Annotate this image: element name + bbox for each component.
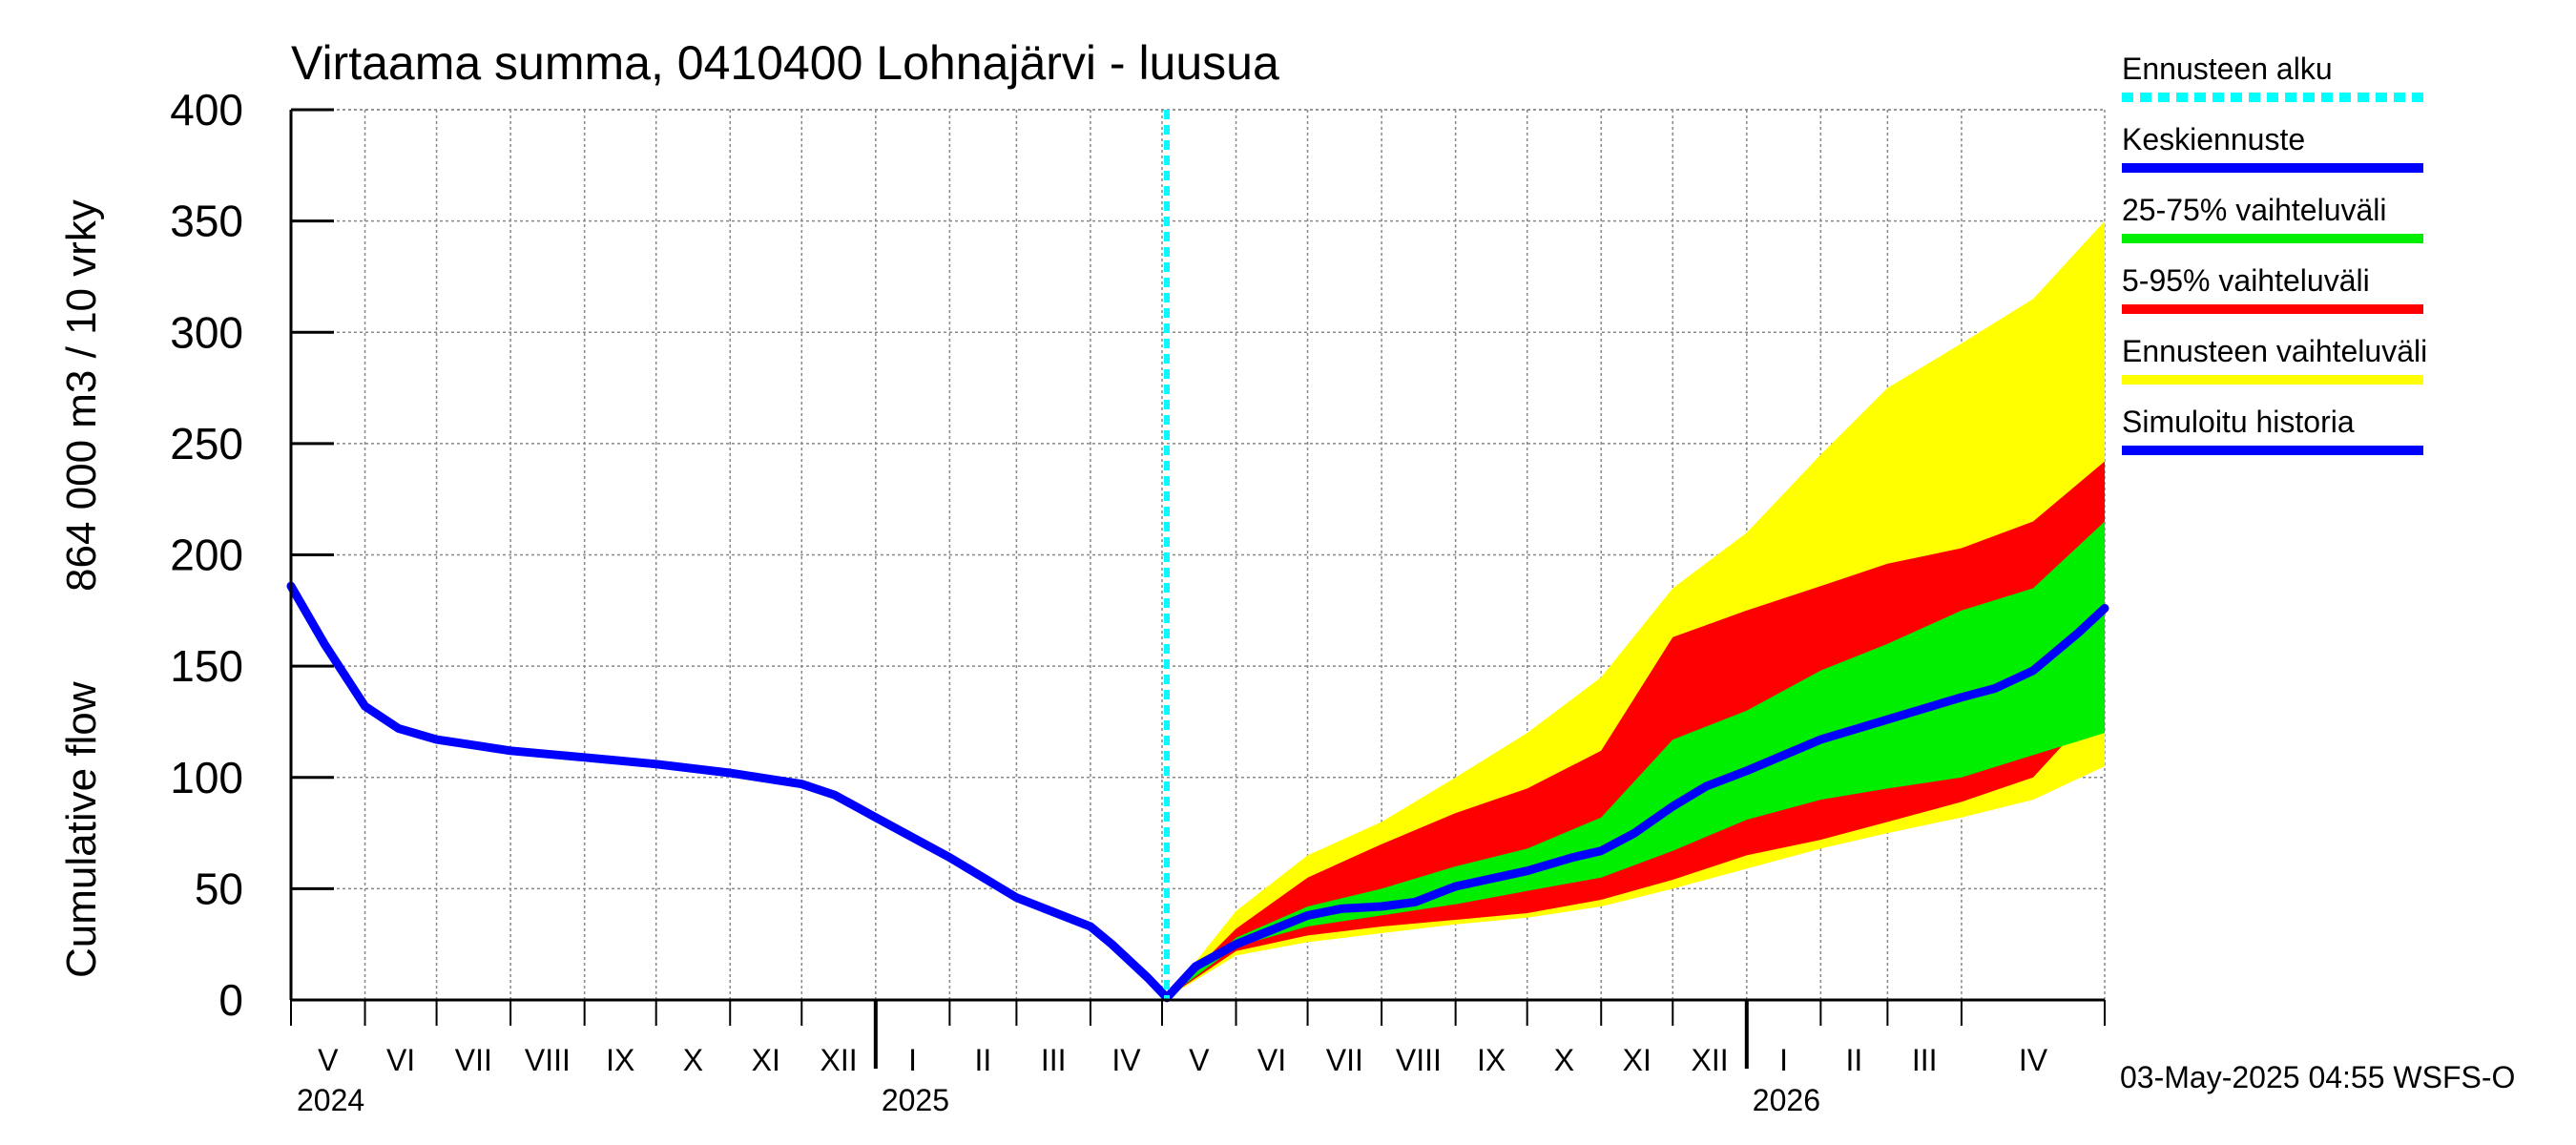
month-label: IV [2019,1043,2048,1077]
y-tick-label: 300 [170,307,243,357]
timestamp-label: 03-May-2025 04:55 WSFS-O [2120,1060,2515,1094]
legend-label: Ennusteen alku [2122,52,2333,86]
month-label: VII [1326,1043,1363,1077]
month-label: XII [1691,1043,1728,1077]
year-label: 2024 [297,1083,364,1117]
y-tick-label: 350 [170,197,243,246]
month-label: V [318,1043,339,1077]
month-label: III [1041,1043,1067,1077]
y-tick-label: 50 [195,864,243,913]
year-label: 2026 [1753,1083,1820,1117]
legend-label: Simuloitu historia [2122,405,2355,439]
series-lines [286,110,2109,1003]
legend-label: Keskiennuste [2122,122,2305,156]
legend: Ennusteen alku Keskiennuste 25-75% vaihtel… [2122,52,2427,455]
month-label: XI [1623,1043,1652,1077]
y-tick-label: 200 [170,531,243,580]
month-label: I [908,1043,917,1077]
y-tick-label: 250 [170,419,243,468]
year-label: 2025 [882,1083,949,1117]
y-tick-label: 150 [170,641,243,691]
legend-label: Ennusteen vaihteluväli [2122,334,2427,368]
band-5-95 [1167,461,2105,998]
month-label: IX [606,1043,634,1077]
y-axis-label-line-2: 864 000 m3 / 10 vrky [58,199,105,592]
legend-label: 25-75% vaihteluväli [2122,193,2387,227]
month-label: VI [386,1043,415,1077]
month-label: III [1912,1043,1938,1077]
month-label: VIII [525,1043,571,1077]
line-mean-forecast [1162,604,2109,1003]
month-label: IX [1477,1043,1506,1077]
y-tick-label: 400 [170,85,243,135]
month-label: II [1845,1043,1862,1077]
axes [289,108,2106,1069]
y-axis-label-line-1: Cumulative flow [58,681,105,978]
legend-label: 5-95% vaihteluväli [2122,263,2370,298]
y-axis-labels: 0 50 100 150 200 250 300 350 400 [170,85,243,1025]
month-label: VIII [1396,1043,1442,1077]
line-simulated-history [286,581,1172,1003]
y-tick-label: 100 [170,753,243,802]
month-label: II [974,1043,991,1077]
chart-title: Virtaama summa, 0410400 Lohnajärvi - luu… [291,36,1279,90]
month-label: VII [455,1043,492,1077]
month-label: XI [752,1043,780,1077]
month-label: X [683,1043,703,1077]
x-axis-labels: V VI VII VIII IX X XI XII I II III IV V VI VII VIII IX X X… [297,1043,2048,1117]
forecast-bands [1167,220,2105,998]
band-25-75 [1167,521,2105,998]
month-label: X [1554,1043,1574,1077]
month-label: I [1779,1043,1788,1077]
y-tick-label: 0 [218,975,243,1025]
month-label: IV [1111,1043,1141,1077]
month-label: V [1189,1043,1210,1077]
month-label: VI [1257,1043,1286,1077]
month-label: XII [820,1043,857,1077]
